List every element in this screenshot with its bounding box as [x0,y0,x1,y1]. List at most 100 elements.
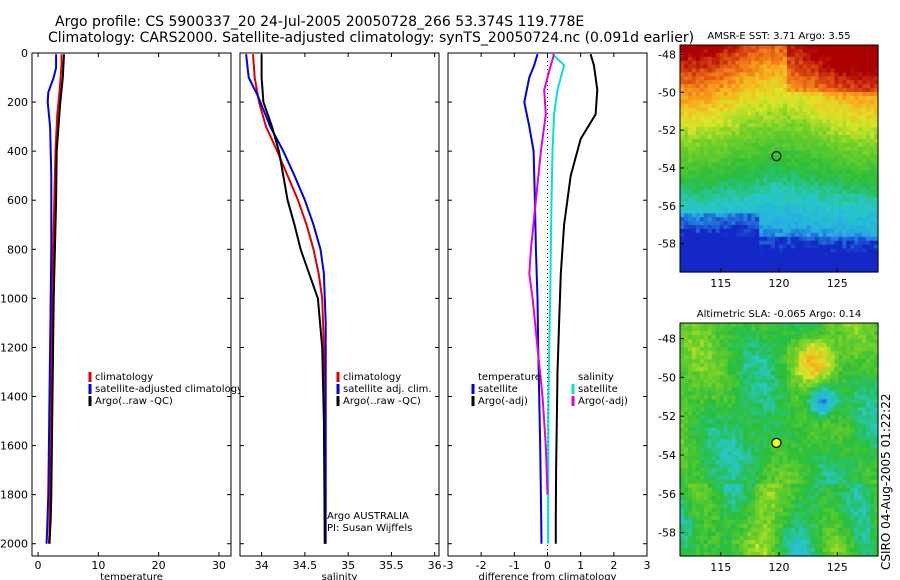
heat-cell [735,225,740,230]
heat-cell [719,435,725,441]
heat-cell [680,443,685,449]
heat-cell [739,162,744,167]
heat-cell [719,379,725,384]
heat-cell [826,225,832,230]
heat-cell [719,439,725,445]
heat-cell [719,201,725,207]
heat-cell [715,248,721,254]
heat-cell [691,511,697,517]
heat-cell [794,475,800,481]
heat-cell [818,244,824,250]
heat-cell [794,471,800,477]
heat-cell [779,331,784,336]
heat-cell [775,355,780,360]
heat-cell [711,447,717,453]
heat-cell [802,451,808,457]
heat-cell [731,327,737,332]
heat-cell [723,119,729,124]
heat-cell [858,131,863,136]
heat-cell [687,150,693,156]
heat-cell [715,174,721,179]
heat-cell [826,185,832,191]
heat-cell [735,150,740,156]
heat-cell [810,76,816,81]
heat-cell [719,499,725,505]
heat-cell [798,335,804,340]
heat-cell [874,248,879,254]
heat-cell [707,201,713,207]
heat-cell [842,174,847,179]
heat-cell [854,197,859,203]
heat-cell [790,119,796,124]
heat-cell [794,487,800,493]
heat-cell [838,72,843,77]
heat-cell [731,84,737,89]
heat-cell [826,268,832,273]
heat-cell [786,339,792,344]
heat-cell [735,399,740,404]
heat-cell [858,189,863,195]
heat-cell [862,111,867,117]
heat-cell [763,236,768,242]
heat-cell [683,343,689,348]
heat-cell [680,423,685,429]
heat-cell [703,447,709,453]
heat-cell [715,240,721,246]
heat-cell [715,483,721,489]
heat-cell [802,119,808,124]
heat-cell [790,479,796,485]
heat-cell [846,228,851,234]
heat-cell [691,363,697,368]
heat-cell [699,427,705,433]
heat-cell [687,64,693,70]
heat-cell [790,185,796,191]
heat-cell [794,539,800,545]
heat-cell [755,459,760,465]
heat-cell [786,387,792,392]
heat-cell [786,213,792,218]
heat-cell [794,427,800,433]
heat-cell [782,435,788,441]
heat-cell [695,439,701,445]
heat-cell [691,475,697,481]
heat-cell [775,123,780,128]
heat-cell [822,236,828,242]
heat-cell [719,135,725,140]
heat-cell [707,193,713,199]
heat-cell [790,91,796,97]
heat-cell [767,45,772,50]
heat-cell [680,248,685,254]
heat-cell [854,252,859,257]
heat-cell [751,371,756,376]
heat-cell [790,217,796,222]
heat-cell [862,119,867,124]
heat-cell [751,423,756,429]
heat-cell [830,64,836,70]
heat-cell [834,150,839,156]
heat-cell [715,111,721,117]
heat-cell [846,201,851,207]
heat-cell [743,268,748,273]
heat-cell [735,158,740,164]
heat-cell [794,127,800,132]
heat-cell [775,391,780,396]
heat-cell [703,131,709,136]
x-axis-label: difference from climatology [479,572,617,580]
heat-cell [731,519,737,525]
heat-cell [731,240,737,246]
heat-cell [707,123,713,128]
heat-cell [802,99,808,105]
heat-cell [683,355,689,360]
heat-cell [822,268,828,273]
heat-cell [763,351,768,356]
heat-cell [806,52,812,58]
heat-cell [747,225,752,230]
heat-cell [802,170,808,175]
heat-cell [767,99,772,105]
heat-cell [691,551,697,557]
heat-cell [862,107,867,113]
heat-cell [834,115,839,120]
heat-cell [767,213,772,218]
heat-cell [759,355,764,360]
heat-cell [838,103,843,109]
